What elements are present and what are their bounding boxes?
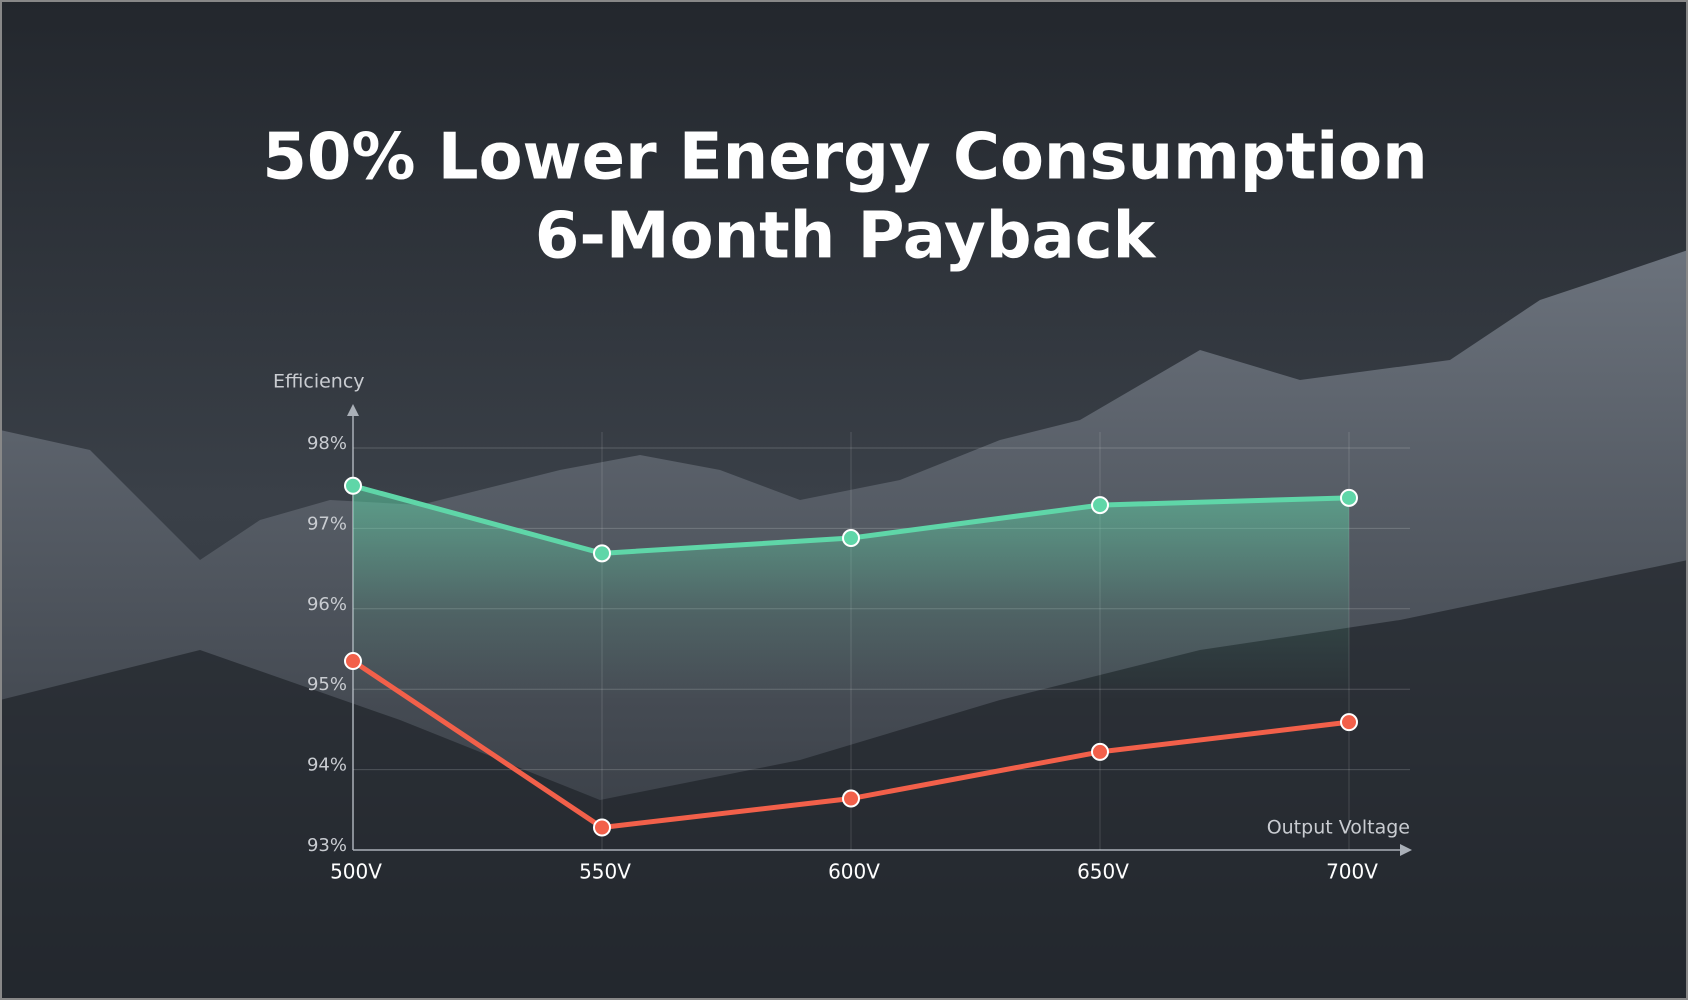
x-axis-label: Output Voltage: [1267, 817, 1410, 839]
data-point: [344, 476, 362, 495]
y-tick-label: 98%: [307, 433, 347, 454]
y-tick-label: 93%: [307, 835, 347, 856]
series-area: [353, 485, 1349, 700]
data-point: [593, 544, 611, 563]
data-point: [1091, 742, 1109, 761]
y-tick-label: 95%: [307, 674, 347, 695]
y-tick-label: 96%: [307, 594, 347, 615]
x-tick-label: 700V: [1326, 860, 1378, 884]
y-axis-label: Efficiency: [273, 371, 365, 393]
x-tick-label: 550V: [579, 860, 631, 884]
data-point: [842, 789, 860, 808]
title-line: 6-Month Payback: [535, 200, 1157, 274]
y-tick-label: 97%: [307, 513, 347, 534]
title-line: 50% Lower Energy Consumption: [262, 121, 1427, 195]
y-axis-arrow: [347, 404, 359, 416]
x-tick-label: 600V: [828, 860, 880, 884]
data-point: [1340, 488, 1358, 507]
data-point: [593, 818, 611, 837]
data-point: [344, 652, 362, 671]
data-point: [842, 529, 860, 548]
x-tick-label: 650V: [1077, 860, 1129, 884]
x-tick-label: 500V: [330, 860, 382, 884]
y-tick-label: 94%: [307, 755, 347, 776]
x-axis-arrow: [1400, 844, 1412, 856]
data-point: [1091, 496, 1109, 515]
data-point: [1340, 713, 1358, 732]
